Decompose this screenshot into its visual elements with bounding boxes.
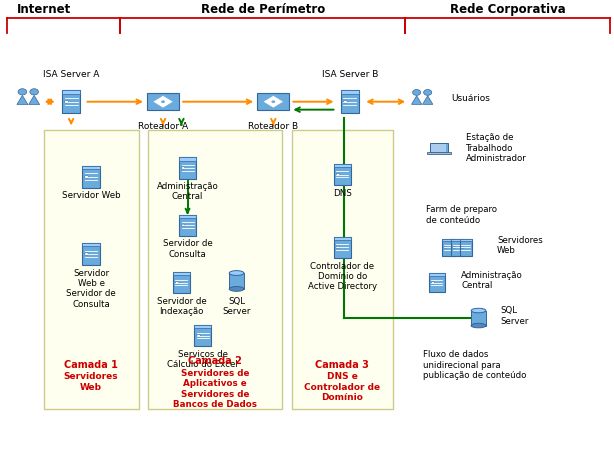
Bar — [62, 90, 80, 113]
Circle shape — [18, 89, 26, 95]
Bar — [179, 157, 196, 161]
Bar — [459, 238, 472, 256]
Text: Controlador de
Domínio do
Active Directory: Controlador de Domínio do Active Directo… — [308, 261, 377, 291]
Text: Usuários: Usuários — [451, 94, 490, 103]
Bar — [82, 166, 100, 169]
Bar — [443, 238, 454, 256]
Text: Administração
Central: Administração Central — [461, 271, 523, 290]
Bar — [429, 273, 445, 276]
Ellipse shape — [471, 308, 486, 313]
Circle shape — [271, 100, 275, 103]
Bar — [429, 273, 445, 292]
Bar — [333, 164, 351, 185]
Text: Administração
Central: Administração Central — [157, 182, 219, 202]
Text: Servidores de
Aplicativos e
Servidores de
Bancos de Dados: Servidores de Aplicativos e Servidores d… — [173, 369, 257, 409]
Bar — [82, 243, 100, 247]
Bar — [229, 273, 244, 289]
Circle shape — [336, 246, 340, 249]
Text: Rede Corporativa: Rede Corporativa — [450, 3, 566, 16]
Bar — [62, 90, 80, 94]
Circle shape — [176, 282, 179, 284]
Text: Rede de Perímetro: Rede de Perímetro — [201, 3, 325, 16]
Text: Serviços de
Cálculo do Excel: Serviços de Cálculo do Excel — [168, 350, 238, 369]
Text: Roteador A: Roteador A — [138, 122, 188, 131]
Bar — [82, 166, 100, 188]
Text: Farm de preparo
de conteúdo: Farm de preparo de conteúdo — [427, 206, 497, 225]
Polygon shape — [153, 95, 173, 108]
Circle shape — [453, 247, 456, 248]
Circle shape — [343, 100, 347, 103]
Bar — [341, 90, 359, 94]
Text: Camada 3: Camada 3 — [315, 360, 369, 370]
Bar — [173, 272, 190, 275]
Bar — [82, 243, 100, 265]
Text: Servidores
Web: Servidores Web — [497, 236, 543, 255]
Circle shape — [444, 247, 447, 248]
Circle shape — [30, 89, 39, 95]
Text: Roteador B: Roteador B — [248, 122, 298, 131]
Bar — [451, 238, 463, 256]
Text: Servidor Web: Servidor Web — [62, 191, 120, 200]
Text: DNS: DNS — [333, 189, 352, 198]
Circle shape — [182, 224, 185, 227]
Bar — [148, 130, 282, 409]
Circle shape — [64, 100, 69, 103]
Bar — [471, 311, 486, 326]
Bar — [44, 130, 139, 409]
Circle shape — [431, 282, 435, 284]
Polygon shape — [29, 95, 40, 105]
Bar — [179, 157, 196, 179]
Circle shape — [197, 335, 200, 337]
Text: Servidor
Web e
Servidor de
Consulta: Servidor Web e Servidor de Consulta — [66, 269, 116, 309]
Circle shape — [182, 167, 185, 169]
Text: Servidores
Web: Servidores Web — [64, 372, 119, 392]
Bar — [451, 238, 463, 241]
Bar — [194, 325, 211, 346]
Circle shape — [413, 89, 421, 95]
Ellipse shape — [471, 323, 486, 328]
Bar — [459, 238, 472, 241]
Polygon shape — [263, 95, 284, 108]
Bar — [257, 93, 289, 110]
Circle shape — [424, 89, 432, 95]
Bar — [341, 90, 359, 113]
Text: Internet: Internet — [17, 3, 71, 16]
Ellipse shape — [229, 286, 244, 291]
Text: Camada 1: Camada 1 — [64, 360, 118, 370]
Circle shape — [336, 173, 340, 176]
Bar — [173, 272, 190, 293]
Polygon shape — [17, 95, 28, 105]
Text: ISA Server B: ISA Server B — [322, 70, 378, 79]
Text: DNS e
Controlador de
Domínio: DNS e Controlador de Domínio — [304, 372, 380, 402]
Text: SQL
Server: SQL Server — [500, 306, 529, 326]
Bar — [333, 164, 351, 167]
Text: Servidor de
Consulta: Servidor de Consulta — [163, 239, 212, 259]
Circle shape — [85, 253, 88, 255]
Polygon shape — [411, 96, 422, 104]
Text: Camada 2: Camada 2 — [188, 356, 242, 365]
Text: ISA Server A: ISA Server A — [43, 70, 99, 79]
Text: SQL
Server: SQL Server — [222, 297, 251, 316]
Text: Estação de
Trabalhodo
Administrador: Estação de Trabalhodo Administrador — [466, 133, 527, 163]
Bar — [443, 238, 454, 241]
Bar — [292, 130, 393, 409]
Ellipse shape — [229, 271, 244, 275]
Circle shape — [161, 100, 165, 103]
Bar — [427, 153, 451, 154]
Polygon shape — [422, 96, 433, 104]
Text: Fluxo de dados
unidirecional para
publicação de conteúdo: Fluxo de dados unidirecional para public… — [424, 350, 527, 380]
Text: Servidor de
Indexação: Servidor de Indexação — [157, 297, 206, 316]
Bar — [194, 325, 211, 328]
Bar — [179, 215, 196, 218]
Bar — [179, 215, 196, 236]
Bar — [147, 93, 179, 110]
Bar — [333, 237, 351, 258]
Circle shape — [461, 247, 464, 248]
Bar — [333, 237, 351, 240]
Circle shape — [85, 176, 88, 178]
Bar — [432, 144, 446, 152]
Bar — [430, 142, 448, 153]
